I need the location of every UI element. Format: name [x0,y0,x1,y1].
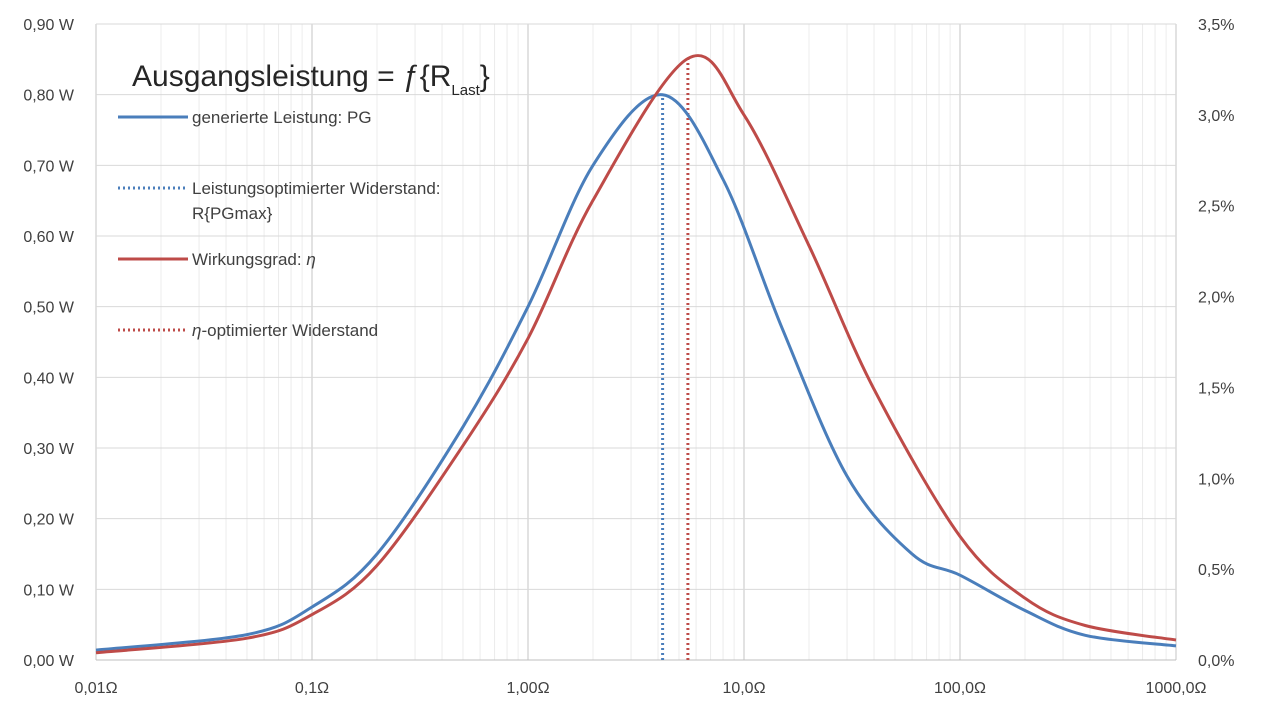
y-right-tick-label: 1,0% [1198,471,1234,488]
y-right-tick-label: 2,0% [1198,290,1234,307]
y-left-tick-label: 0,30 W [23,441,75,458]
y-left-tick-label: 0,60 W [23,229,75,246]
y-left-tick-label: 0,20 W [23,512,75,529]
x-tick-label: 100,0Ω [934,680,986,697]
y-right-tick-label: 0,0% [1198,653,1234,670]
x-tick-label: 0,01Ω [74,680,117,697]
y-left-tick-label: 0,80 W [23,88,75,105]
y-left-tick-label: 0,90 W [23,17,75,34]
y-right-tick-label: 3,0% [1198,108,1234,125]
y-left-tick-label: 0,10 W [23,582,75,599]
chart-title: Ausgangsleistung = ƒ{RLast} [132,60,490,99]
y-left-tick-label: 0,00 W [23,653,75,670]
tick-labels: 0,01Ω 0,1Ω 1,00Ω 10,0Ω 100,0Ω 1000,0Ω 0,00 W 0,… [23,17,1234,697]
y-right-tick-label: 3,5% [1198,17,1234,34]
legend-item-r-pgmax: Leistungsoptimierter Widerstand: R{PGmax… [118,179,441,223]
legend-label-r-pgmax-line1: Leistungsoptimierter Widerstand: [192,179,441,198]
legend-label-pg: generierte Leistung: PG [192,108,372,127]
y-right-tick-label: 0,5% [1198,562,1234,579]
legend-item-eta: Wirkungsgrad: η [118,250,316,269]
legend-item-eta-opt: η-optimierter Widerstand [118,321,378,340]
series-eta-line [95,54,1177,655]
y-left-tick-label: 0,50 W [23,300,75,317]
series-pg-line [95,93,1177,652]
y-left-tick-label: 0,40 W [23,370,75,387]
y-left-tick-label: 0,70 W [23,158,75,175]
legend-label-eta-opt: η-optimierter Widerstand [192,321,378,340]
legend-label-r-pgmax-line2: R{PGmax} [192,204,273,223]
y-right-tick-label: 2,5% [1198,199,1234,216]
x-tick-label: 1000,0Ω [1146,680,1207,697]
legend-label-eta: Wirkungsgrad: η [192,250,316,269]
legend: generierte Leistung: PG Leistungsoptimie… [118,108,441,340]
x-tick-label: 10,0Ω [722,680,765,697]
x-tick-label: 1,00Ω [506,680,549,697]
x-tick-label: 0,1Ω [295,680,329,697]
series-layer [95,54,1177,660]
legend-item-pg: generierte Leistung: PG [118,108,372,127]
y-right-tick-label: 1,5% [1198,380,1234,397]
